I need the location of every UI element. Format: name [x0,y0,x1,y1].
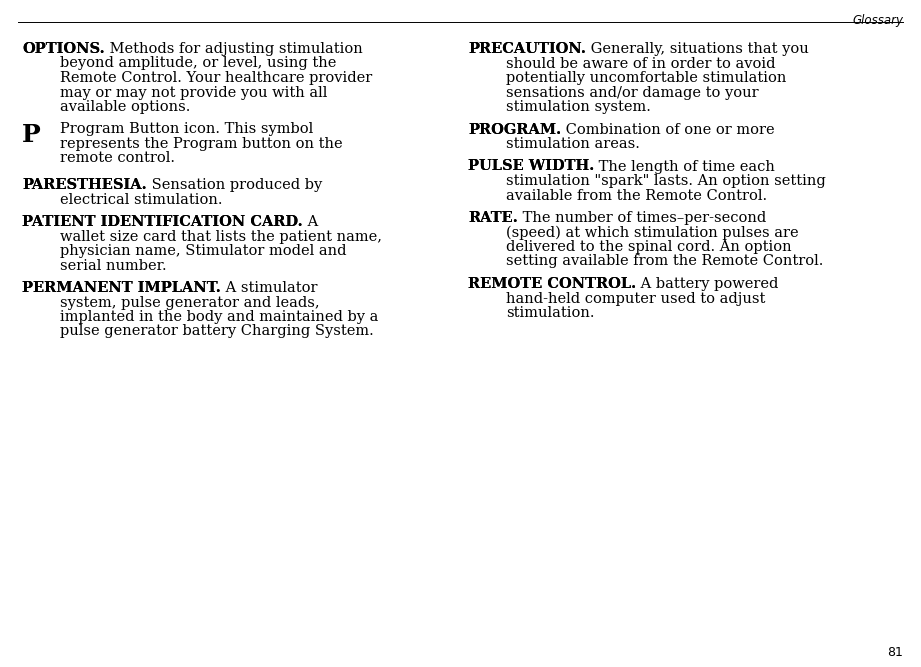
Text: hand-held computer used to adjust: hand-held computer used to adjust [506,291,765,305]
Text: RATE.: RATE. [468,211,518,225]
Text: OPTIONS.: OPTIONS. [22,42,105,56]
Text: 81: 81 [887,646,903,659]
Text: available from the Remote Control.: available from the Remote Control. [506,189,767,203]
Text: PULSE WIDTH.: PULSE WIDTH. [468,159,594,173]
Text: Methods for adjusting stimulation: Methods for adjusting stimulation [105,42,362,56]
Text: P: P [22,123,41,147]
Text: Generally, situations that you: Generally, situations that you [586,42,809,56]
Text: RATE.: RATE. [468,211,518,225]
Text: remote control.: remote control. [60,151,175,165]
Text: represents the Program button on the: represents the Program button on the [60,137,343,151]
Text: PRECAUTION.: PRECAUTION. [468,42,586,56]
Text: (speed) at which stimulation pulses are: (speed) at which stimulation pulses are [506,225,799,240]
Text: REMOTE CONTROL.: REMOTE CONTROL. [468,277,636,291]
Text: electrical stimulation.: electrical stimulation. [60,193,223,207]
Text: beyond amplitude, or level, using the: beyond amplitude, or level, using the [60,57,336,71]
Text: A: A [303,215,318,229]
Text: physician name, Stimulator model and: physician name, Stimulator model and [60,244,346,258]
Text: PERMANENT IMPLANT.: PERMANENT IMPLANT. [22,281,221,295]
Text: PATIENT IDENTIFICATION CARD.: PATIENT IDENTIFICATION CARD. [22,215,303,229]
Text: Glossary: Glossary [852,14,903,27]
Text: The number of times–per-second: The number of times–per-second [518,211,766,225]
Text: setting available from the Remote Control.: setting available from the Remote Contro… [506,255,823,269]
Text: system, pulse generator and leads,: system, pulse generator and leads, [60,295,320,309]
Text: available options.: available options. [60,100,191,114]
Text: sensations and/or damage to your: sensations and/or damage to your [506,85,759,99]
Text: stimulation "spark" lasts. An option setting: stimulation "spark" lasts. An option set… [506,174,826,188]
Text: stimulation areas.: stimulation areas. [506,137,640,151]
Text: Remote Control. Your healthcare provider: Remote Control. Your healthcare provider [60,71,372,85]
Text: should be aware of in order to avoid: should be aware of in order to avoid [506,57,775,71]
Text: PROGRAM.: PROGRAM. [468,123,561,137]
Text: serial number.: serial number. [60,259,167,273]
Text: potentially uncomfortable stimulation: potentially uncomfortable stimulation [506,71,787,85]
Text: A stimulator: A stimulator [221,281,317,295]
Text: Combination of one or more: Combination of one or more [561,123,775,137]
Text: wallet size card that lists the patient name,: wallet size card that lists the patient … [60,229,382,243]
Text: may or may not provide you with all: may or may not provide you with all [60,85,327,99]
Text: A battery powered: A battery powered [636,277,778,291]
Text: Program Button icon. This symbol: Program Button icon. This symbol [60,121,313,135]
Text: PRECAUTION.: PRECAUTION. [468,42,586,56]
Text: Sensation produced by: Sensation produced by [146,178,321,192]
Text: PERMANENT IMPLANT.: PERMANENT IMPLANT. [22,281,221,295]
Text: PARESTHESIA.: PARESTHESIA. [22,178,146,192]
Text: The length of time each: The length of time each [594,159,775,173]
Text: PULSE WIDTH.: PULSE WIDTH. [468,159,594,173]
Text: REMOTE CONTROL.: REMOTE CONTROL. [468,277,636,291]
Text: PATIENT IDENTIFICATION CARD.: PATIENT IDENTIFICATION CARD. [22,215,303,229]
Text: stimulation.: stimulation. [506,306,594,320]
Text: delivered to the spinal cord. An option: delivered to the spinal cord. An option [506,240,792,254]
Text: stimulation system.: stimulation system. [506,100,651,114]
Text: PROGRAM.: PROGRAM. [468,123,561,137]
Text: implanted in the body and maintained by a: implanted in the body and maintained by … [60,310,379,324]
Text: OPTIONS.: OPTIONS. [22,42,105,56]
Text: pulse generator battery Charging System.: pulse generator battery Charging System. [60,325,374,338]
Text: PARESTHESIA.: PARESTHESIA. [22,178,146,192]
